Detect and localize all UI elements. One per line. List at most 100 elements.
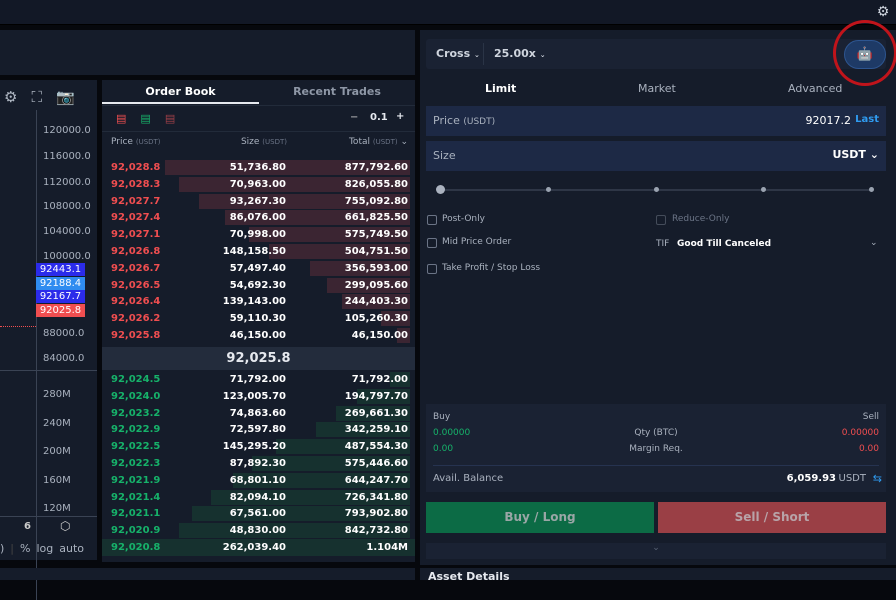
size: 70,963.00: [229, 178, 286, 190]
depth-bar: [179, 176, 410, 192]
bid-row[interactable]: 92,022.3 87,892.30 575,446.60: [102, 455, 415, 472]
size: 82,094.10: [229, 491, 286, 503]
last-price-button[interactable]: Last: [855, 114, 879, 125]
bid-row[interactable]: 92,022.5 145,295.20 487,554.30: [102, 438, 415, 455]
slider-tick[interactable]: [546, 187, 551, 192]
ask-row[interactable]: 92,026.5 54,692.30 299,095.60: [102, 277, 415, 294]
total: 826,055.80: [344, 178, 408, 190]
size-unit-dropdown[interactable]: USDT ⌄: [832, 148, 879, 161]
size-input[interactable]: Size USDT ⌄: [426, 141, 886, 171]
tpsl-checkbox[interactable]: [427, 264, 437, 274]
ask-row[interactable]: 92,027.7 93,267.30 755,092.80: [102, 193, 415, 210]
post-only-checkbox[interactable]: [427, 215, 437, 225]
axis-settings-icon[interactable]: ⬡: [60, 519, 71, 533]
scale-log[interactable]: log: [36, 542, 54, 555]
sell-short-button[interactable]: Sell / Short: [658, 502, 886, 533]
size: 145,295.20: [222, 441, 286, 453]
buy-long-button[interactable]: Buy / Long: [426, 502, 654, 533]
bid-row[interactable]: 92,021.4 82,094.10 726,341.80: [102, 489, 415, 506]
ask-row[interactable]: 92,026.2 59,110.30 105,260.30: [102, 310, 415, 327]
total: 793,902.80: [344, 508, 408, 520]
ask-row[interactable]: 92,026.4 139,143.00 244,403.30: [102, 293, 415, 310]
slider-tick[interactable]: [653, 187, 659, 192]
total: 269,661.30: [344, 407, 408, 419]
margin-mode-dropdown[interactable]: Cross ⌄: [436, 47, 480, 60]
bid-row[interactable]: 92,020.8 262,039.40 1.104M: [102, 539, 415, 556]
expand-button[interactable]: ⌄: [426, 543, 886, 559]
chart-panel[interactable]: ⚙ ⛶ 📷 120000.0 116000.0 112000.0 108000.0 10…: [0, 80, 97, 600]
volume-tick: 160M: [43, 474, 71, 486]
total: 877,792.60: [344, 162, 408, 173]
view-asks-icon[interactable]: ▤: [164, 112, 176, 125]
size: 71,792.00: [229, 374, 286, 385]
reduce-only-checkbox[interactable]: [656, 215, 666, 225]
tab-advanced[interactable]: Advanced: [788, 82, 843, 95]
gear-icon[interactable]: ⚙: [876, 4, 890, 20]
mid-price: 92,025.8: [102, 347, 415, 370]
size: 123,005.70: [222, 390, 286, 402]
bid-row[interactable]: 92,021.1 67,561.00 793,902.80: [102, 505, 415, 522]
size: 68,801.10: [229, 474, 286, 486]
depth-bar: [316, 422, 410, 438]
tab-recent-trades[interactable]: Recent Trades: [293, 85, 381, 98]
chevron-down-icon[interactable]: ⌄: [870, 238, 878, 248]
ask-row[interactable]: 92,025.8 46,150.00 46,150.00: [102, 327, 415, 344]
slider-tick[interactable]: [868, 187, 874, 192]
total: 1.104M: [366, 542, 408, 553]
price: 92,023.2: [111, 407, 161, 419]
bid-row[interactable]: 92,024.5 71,792.00 71,792.00: [102, 371, 415, 388]
price: 92,027.1: [111, 229, 161, 241]
price-tick: 104000.0: [43, 226, 91, 237]
depth-bar: [356, 388, 410, 404]
price-tick: 116000.0: [43, 151, 91, 162]
tab-market[interactable]: Market: [638, 82, 676, 95]
ask-row[interactable]: 92,027.4 86,076.00 661,825.50: [102, 209, 415, 226]
step-value[interactable]: 0.1: [370, 112, 388, 123]
total: 244,403.30: [344, 296, 408, 308]
transfer-icon[interactable]: ⇆: [872, 472, 882, 485]
price: 92,021.4: [111, 491, 161, 503]
bid-row[interactable]: 92,023.2 74,863.60 269,661.30: [102, 405, 415, 422]
step-minus-button[interactable]: −: [350, 112, 359, 123]
ask-row[interactable]: 92,028.3 70,963.00 826,055.80: [102, 176, 415, 193]
tab-limit[interactable]: Limit: [485, 82, 517, 95]
scale-percent[interactable]: %: [20, 542, 31, 555]
order-summary: Buy Sell 0.00000 Qty (BTC) 0.00000 0.00 …: [426, 404, 886, 492]
tab-order-book[interactable]: Order Book: [102, 80, 259, 104]
depth-bar: [199, 193, 410, 209]
size: 54,692.30: [229, 279, 286, 291]
price-input[interactable]: Price (USDT) 92017.2 Last: [426, 106, 886, 136]
depth-bar: [192, 506, 410, 522]
header-total[interactable]: Total (USDT) ⌄: [348, 137, 408, 147]
bid-row[interactable]: 92,020.9 48,830.00 842,732.80: [102, 522, 415, 539]
highlight-circle: [833, 20, 896, 86]
fullscreen-icon[interactable]: ⛶: [31, 88, 42, 106]
ask-row[interactable]: 92,026.8 148,158.50 504,751.50: [102, 243, 415, 260]
total: 661,825.50: [344, 212, 408, 224]
ask-row[interactable]: 92,027.1 70,998.00 575,749.50: [102, 226, 415, 243]
price-badge: 92025.8: [36, 303, 85, 317]
size: 67,561.00: [229, 508, 286, 520]
bid-row[interactable]: 92,024.0 123,005.70 194,797.70: [102, 388, 415, 405]
price-value[interactable]: 92017.2: [805, 114, 852, 127]
depth-bar: [390, 372, 410, 387]
mid-price-checkbox[interactable]: [427, 238, 437, 248]
view-bids-icon[interactable]: ▤: [140, 112, 151, 125]
depth-bar: [165, 160, 410, 175]
view-both-icon[interactable]: ▤: [116, 112, 127, 125]
depth-bar: [310, 260, 410, 276]
step-plus-button[interactable]: +: [396, 111, 405, 122]
slider-tick[interactable]: [761, 187, 766, 192]
bid-row[interactable]: 92,022.9 72,597.80 342,259.10: [102, 421, 415, 438]
ask-row[interactable]: 92,026.7 57,497.40 356,593.00: [102, 260, 415, 277]
slider-handle[interactable]: [436, 185, 445, 194]
scale-auto[interactable]: auto: [59, 542, 85, 555]
header-size: Size (USDT): [240, 137, 287, 147]
bid-row[interactable]: 92,021.9 68,801.10 644,247.70: [102, 472, 415, 489]
ask-row[interactable]: 92,028.8 51,736.80 877,792.60: [102, 159, 415, 176]
gear-icon[interactable]: ⚙: [4, 88, 18, 106]
total: 644,247.70: [344, 474, 408, 486]
tif-dropdown[interactable]: Good Till Canceled: [677, 239, 772, 249]
leverage-dropdown[interactable]: 25.00x ⌄: [494, 47, 546, 60]
camera-icon[interactable]: 📷: [55, 88, 75, 106]
